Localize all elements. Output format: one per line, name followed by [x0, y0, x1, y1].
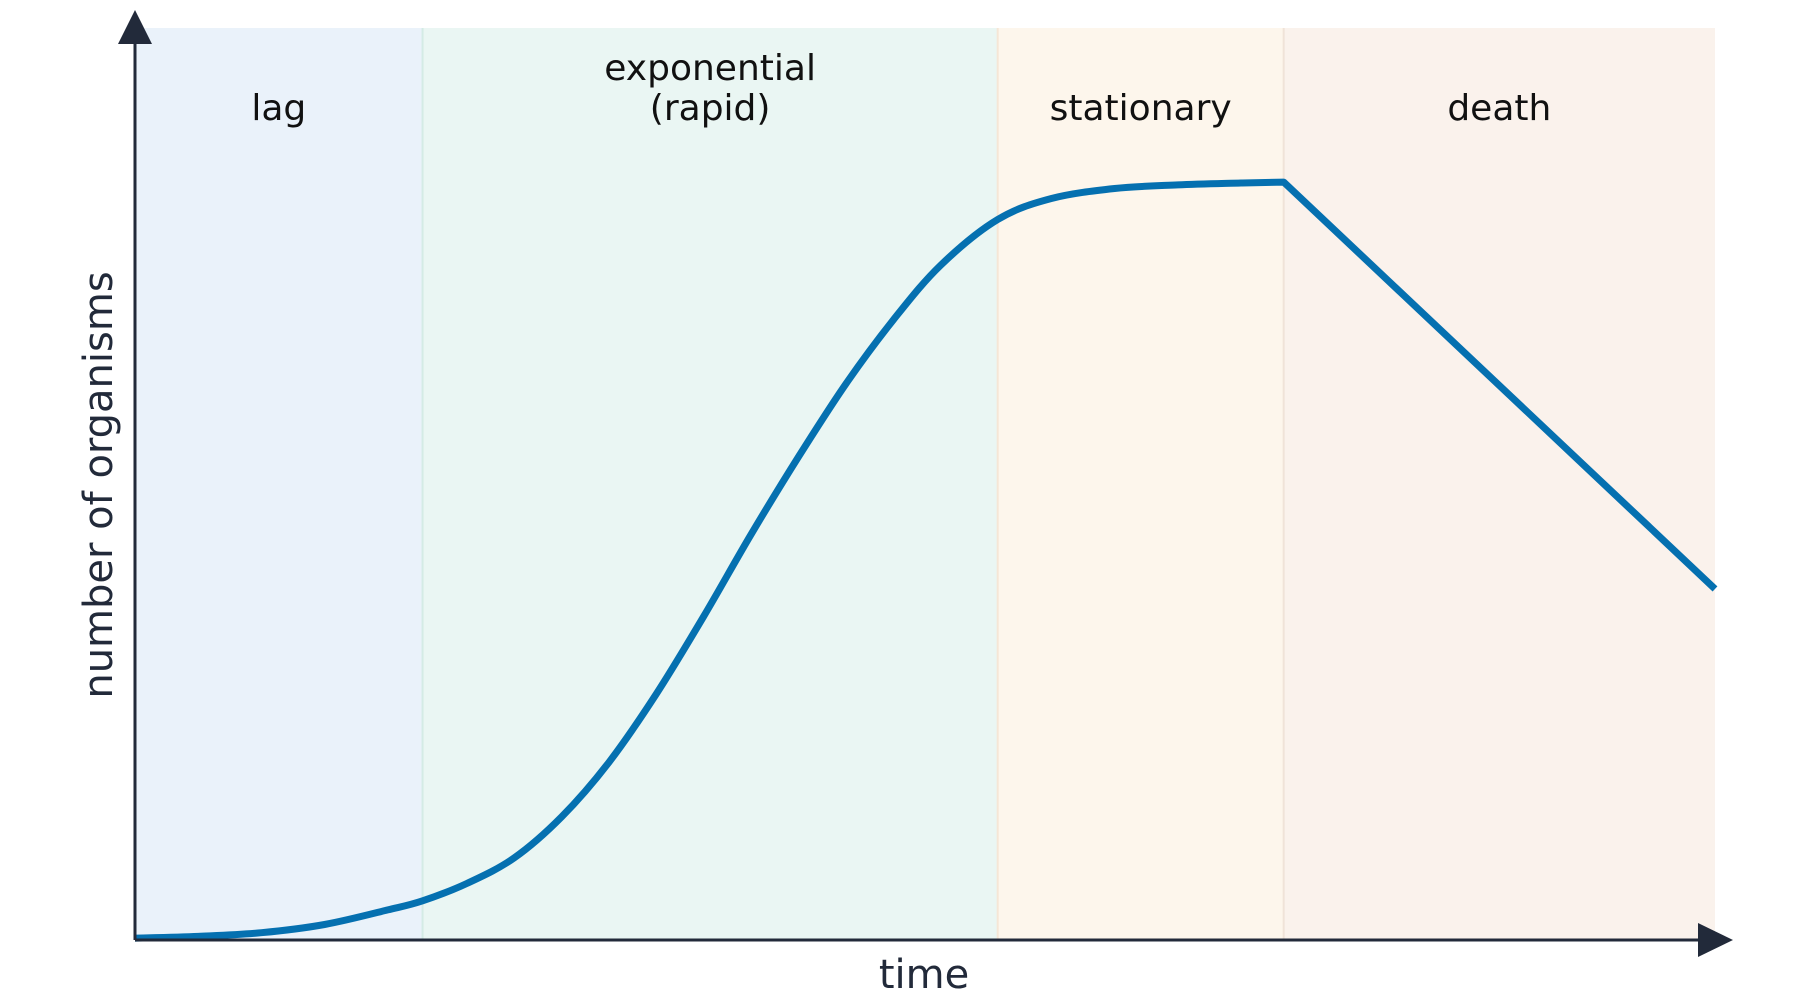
- growth-curve-line: [134, 178, 1718, 942]
- phase-label-lag: lag: [251, 88, 306, 129]
- phase-label-line: lag: [251, 88, 306, 129]
- axes: [118, 10, 1733, 957]
- phase-label-line: (rapid): [650, 88, 771, 129]
- phase-bands: lag exponential (rapid) stationary death: [135, 28, 1715, 940]
- phase-band-exponential: [422, 28, 998, 940]
- curve-layer: [134, 178, 1718, 942]
- x-axis-arrow-icon: [1698, 923, 1733, 957]
- phase-label-line: exponential: [604, 48, 816, 89]
- y-axis-arrow-icon: [118, 10, 152, 44]
- y-axis-label: number of organisms: [76, 271, 122, 698]
- phase-label-line: stationary: [1050, 88, 1232, 129]
- phase-band-death: [1283, 28, 1715, 940]
- phase-label-line: death: [1447, 88, 1551, 129]
- x-axis-label: time: [879, 952, 969, 998]
- phase-band-lag: [135, 28, 423, 940]
- phase-label-exponential: exponential (rapid): [604, 48, 816, 129]
- phase-band-stationary: [997, 28, 1284, 940]
- phase-label-stationary: stationary: [1050, 88, 1232, 129]
- phase-label-death: death: [1447, 88, 1551, 129]
